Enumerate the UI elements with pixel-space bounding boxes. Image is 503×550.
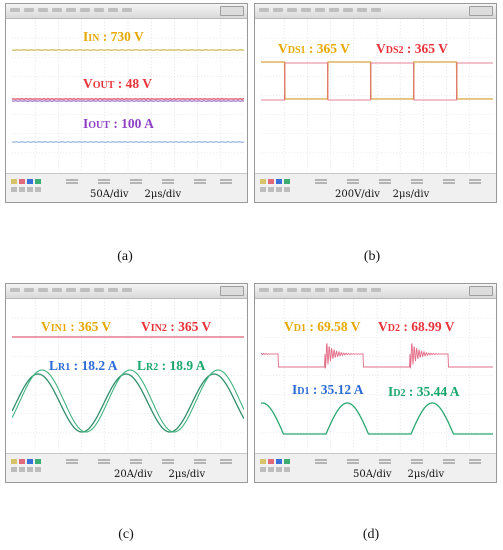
waveform-plot (12, 336, 244, 433)
measurement-bar: 50A/div 2μs/div (255, 453, 496, 482)
waveform-grid (12, 299, 244, 452)
amplitude-scale: 50A/div (353, 469, 392, 480)
label-vin2: VIN2 : 365 V (141, 319, 212, 334)
measurement-bar: 20A/div 2μs/div (6, 453, 247, 482)
measurement-bar: 200V/div 2μs/div (255, 173, 496, 202)
oscilloscope-screen: 200V/div 2μs/div (254, 3, 497, 203)
oscilloscope-screen: 50A/div 2μs/div (254, 283, 497, 483)
scale-readout: 20A/div 2μs/div (114, 469, 205, 480)
amplitude-scale: 200V/div (335, 189, 380, 200)
label-vout: VOUT : 48 V (83, 76, 153, 91)
panel-caption: (a) (117, 249, 133, 264)
panel-b: 200V/div 2μs/div VDS1 : 365 V VDS2 : 365… (254, 3, 497, 264)
label-lr1: LR1 : 18.2 A (49, 358, 118, 373)
scope-toolbar (6, 4, 247, 19)
label-vin1: VIN1 : 365 V (41, 319, 112, 334)
amplitude-scale: 50A/div (90, 189, 129, 200)
trace-vout (12, 97, 244, 101)
time-scale: 2μs/div (168, 469, 206, 480)
panel-a: 50A/div 2μs/div IIN : 730 V VOUT : 48 V … (5, 3, 248, 264)
trace-vds2 (261, 62, 493, 101)
oscilloscope-screen: 20A/div 2μs/div (5, 283, 248, 483)
panel-caption: (b) (363, 249, 381, 264)
trace-iout (12, 141, 244, 143)
label-vds2: VDS2 : 365 V (376, 41, 448, 56)
trace-vout-alt (12, 99, 244, 103)
trace-vd (261, 343, 493, 369)
label-iin: IIN : 730 V (83, 29, 144, 44)
panel-d: 50A/div 2μs/div VD1 : 69.58 V VD2 : 68.9… (254, 283, 497, 548)
waveform-plot (261, 343, 493, 435)
time-scale: 2μs/div (407, 469, 445, 480)
scale-readout: 200V/div 2μs/div (335, 189, 429, 200)
panel-c: 20A/div 2μs/div VIN1 : 365 V VIN2 : 365 … (5, 283, 248, 548)
label-id1: ID1 : 35.12 A (292, 382, 364, 397)
trace-id (261, 402, 493, 435)
trace-lr1 (12, 373, 244, 433)
time-scale: 2μs/div (392, 189, 430, 200)
label-vd2: VD2 : 68.99 V (378, 319, 455, 334)
trace-lr2 (12, 369, 244, 433)
label-lr2: LR2 : 18.9 A (137, 358, 206, 373)
amplitude-scale: 20A/div (114, 469, 153, 480)
scale-readout: 50A/div 2μs/div (90, 189, 181, 200)
label-vds1: VDS1 : 365 V (278, 41, 350, 56)
waveform-grid (261, 299, 493, 452)
oscilloscope-screen: 50A/div 2μs/div (5, 3, 248, 203)
waveform-grid (12, 19, 244, 172)
trace-iin (12, 48, 244, 52)
measurement-bar: 50A/div 2μs/div (6, 173, 247, 202)
scope-toolbar (255, 4, 496, 19)
waveform-plot (12, 48, 244, 143)
panel-caption: (d) (362, 527, 380, 542)
panel-caption: (c) (118, 527, 134, 542)
label-iout: IOUT : 100 A (83, 116, 154, 131)
scope-toolbar (6, 284, 247, 299)
waveform-plot (261, 61, 493, 101)
scale-readout: 50A/div 2μs/div (353, 469, 444, 480)
trace-vds1 (261, 61, 493, 100)
scope-toolbar (255, 284, 496, 299)
label-vd1: VD1 : 69.58 V (284, 319, 361, 334)
label-id2: ID2 : 35.44 A (388, 384, 460, 399)
waveform-grid (261, 19, 493, 172)
time-scale: 2μs/div (144, 189, 182, 200)
